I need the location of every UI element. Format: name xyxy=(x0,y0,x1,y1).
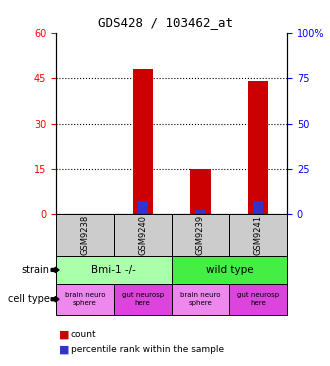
Text: GSM9241: GSM9241 xyxy=(254,215,263,255)
Text: GSM9240: GSM9240 xyxy=(138,215,147,255)
Bar xyxy=(248,81,268,214)
Bar xyxy=(253,201,263,214)
Text: GSM9238: GSM9238 xyxy=(81,215,89,255)
Text: GSM9239: GSM9239 xyxy=(196,215,205,255)
Text: ■: ■ xyxy=(59,330,70,340)
Text: wild type: wild type xyxy=(206,265,253,275)
Text: strain: strain xyxy=(21,265,50,275)
Text: ■: ■ xyxy=(59,344,70,355)
Text: count: count xyxy=(71,330,97,339)
Bar xyxy=(138,201,148,214)
Bar xyxy=(133,69,153,214)
Bar xyxy=(195,210,206,214)
Text: Bmi-1 -/-: Bmi-1 -/- xyxy=(91,265,136,275)
Text: gut neurosp
here: gut neurosp here xyxy=(122,292,164,306)
Text: GDS428 / 103462_at: GDS428 / 103462_at xyxy=(97,16,233,30)
Text: percentile rank within the sample: percentile rank within the sample xyxy=(71,345,224,354)
Bar xyxy=(190,169,211,214)
Text: cell type: cell type xyxy=(8,294,50,304)
Text: gut neurosp
here: gut neurosp here xyxy=(237,292,279,306)
Text: brain neuro
sphere: brain neuro sphere xyxy=(180,292,221,306)
Text: brain neuro
sphere: brain neuro sphere xyxy=(65,292,105,306)
